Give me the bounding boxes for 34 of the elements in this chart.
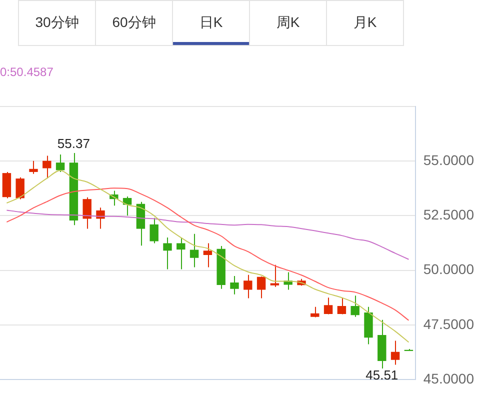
candlestick [190,233,199,268]
candlestick [390,340,400,366]
y-tick-label: 55.0000 [423,152,474,168]
candlestick [350,295,360,318]
candlestick [256,276,266,299]
annotation: 45.51 [366,368,398,383]
candlestick [16,176,24,200]
candlestick [150,217,158,244]
text: 月K [353,14,377,32]
y-tick-label: 47.5000 [423,316,474,332]
candlestick [324,297,333,315]
y-tick-label: 50.0000 [423,261,474,278]
candlestick [203,242,212,268]
candlestick [176,237,186,270]
text: 周K [276,14,300,32]
candlestick [230,276,239,295]
annotation: 55.37 [57,136,90,152]
candlestick [122,196,132,216]
candlestick [244,274,252,299]
y-tick-label: 52.5000 [423,206,474,223]
text: 60分钟 [112,14,156,32]
candlestick [337,297,346,315]
candlestick [56,154,65,172]
candlestick [270,264,280,288]
candlestick [163,237,172,270]
line-series [6,188,410,321]
text: 30分钟 [35,14,79,32]
y-tick-label: 45.0000 [423,370,474,386]
text: 日K [199,14,223,32]
candlestick [310,306,320,318]
text: 0:50.4587 [0,65,54,79]
candlestick [42,155,52,180]
candlestick [29,160,38,174]
candlestick [82,196,92,230]
